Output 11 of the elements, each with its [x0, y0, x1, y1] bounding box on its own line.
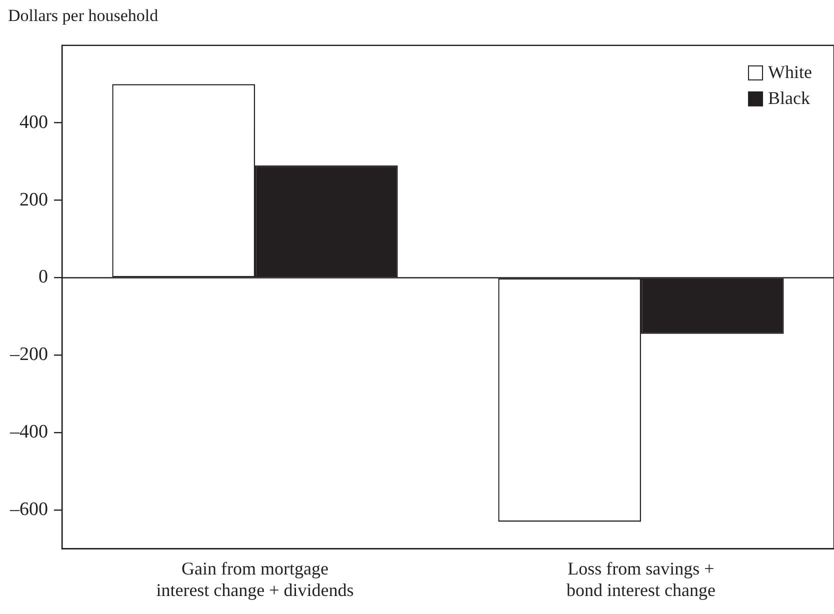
- y-tick-label: –400: [9, 422, 48, 443]
- y-tick-label: 0: [38, 266, 48, 288]
- legend-label: White: [768, 62, 812, 82]
- y-tick-label: –200: [9, 344, 48, 366]
- x-tick-label: Loss from savings + bond interest change: [566, 558, 716, 600]
- y-tick-label: –600: [9, 499, 48, 520]
- y-tick-label: 200: [20, 189, 48, 210]
- y-tick-label: 400: [20, 112, 48, 133]
- x-tick-label: Gain from mortgage interest change + dividends: [156, 558, 354, 600]
- y-axis-title: Dollars per household: [7, 5, 160, 27]
- legend-label: Black: [768, 88, 810, 108]
